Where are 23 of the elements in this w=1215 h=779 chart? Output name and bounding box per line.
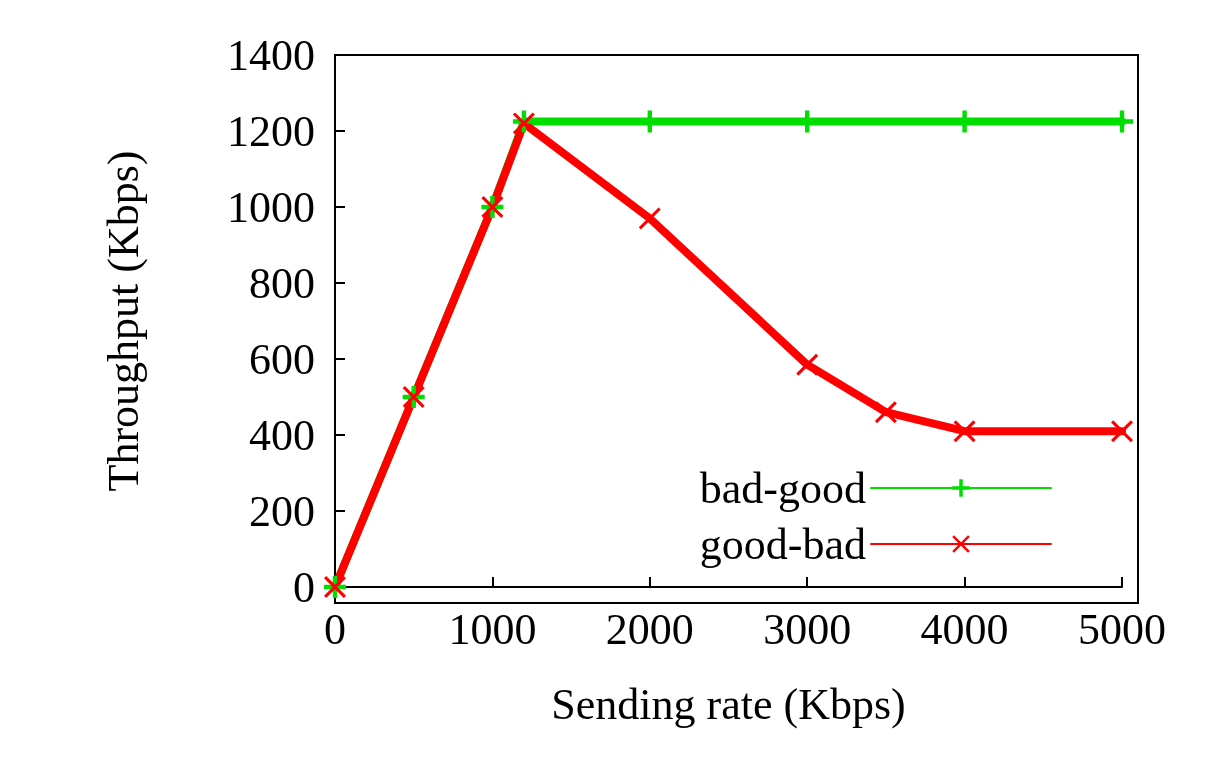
x-tick-label: 1000 xyxy=(448,604,537,654)
point xyxy=(638,207,661,230)
legend-label: bad-good xyxy=(699,463,866,513)
x-tick-label: 4000 xyxy=(920,604,1009,654)
y-tick-label: 1000 xyxy=(227,182,315,232)
y-tick-label: 1400 xyxy=(227,30,315,80)
legend-label: good-bad xyxy=(699,519,866,569)
point xyxy=(796,353,819,376)
y-tick-label: 1200 xyxy=(227,106,315,156)
x-tick-label: 2000 xyxy=(605,604,694,654)
x-tick-label: 0 xyxy=(324,604,346,654)
y-tick-label: 200 xyxy=(249,486,315,536)
point xyxy=(1111,420,1133,443)
point xyxy=(874,401,897,424)
y-tick-label: 600 xyxy=(249,334,315,384)
x-tick-label: 3000 xyxy=(763,604,852,654)
y-axis-title: Throughput (Kbps) xyxy=(98,150,148,492)
y-tick-label: 800 xyxy=(249,258,315,308)
y-tick-label: 400 xyxy=(249,410,315,460)
x-axis-title: Sending rate (Kbps) xyxy=(551,679,906,729)
y-tick-label: 0 xyxy=(293,562,315,612)
x-tick-label: 5000 xyxy=(1078,604,1166,654)
point xyxy=(953,420,976,443)
